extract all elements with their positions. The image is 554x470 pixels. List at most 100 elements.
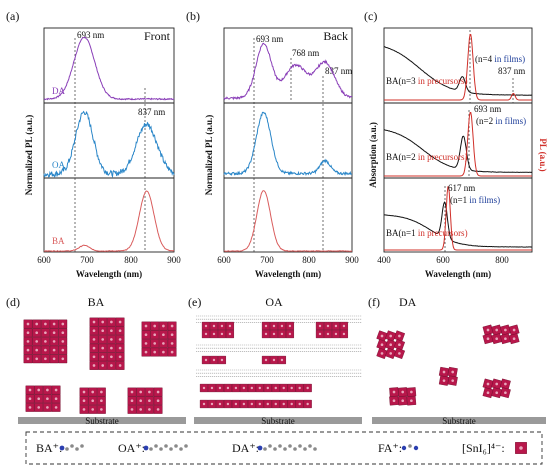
octahedron-center: [35, 357, 39, 361]
panel-f-title: DA: [399, 295, 417, 309]
panel-e-label: (e): [188, 295, 201, 309]
octahedron-center: [204, 332, 208, 336]
carbon-atom: [283, 447, 287, 451]
carbon-atom: [70, 444, 74, 448]
octahedron-center: [504, 328, 507, 332]
panel-a-xlabel: Wavelength (nm): [76, 269, 142, 279]
octahedron-center: [118, 320, 122, 324]
carbon-atom: [313, 447, 317, 451]
octahedron-center: [37, 406, 41, 409]
panel-a: (a) Normalized PL (a.u.) 693 nm 837 nm F…: [6, 9, 181, 279]
octahedron-center: [282, 386, 285, 390]
panel-b-label: (b): [186, 9, 200, 23]
panel-a-peak-693: 693 nm: [77, 30, 104, 40]
carbon-atom: [65, 447, 69, 451]
octahedron-center: [61, 340, 65, 343]
legend-octahedron-icon: [515, 442, 527, 454]
legend-da: DA⁺:: [232, 441, 259, 455]
octahedron-center: [342, 324, 346, 328]
octahedron-center: [258, 386, 262, 390]
panel-c-abs-trace-n2: [383, 129, 533, 173]
octahedron-center: [26, 357, 30, 361]
octahedron-center: [486, 328, 490, 332]
octahedron-center: [162, 342, 165, 345]
octahedron-center: [35, 348, 39, 352]
octahedron-center: [380, 334, 384, 338]
panel-b-ba-trace: [223, 190, 353, 252]
panel-c-row2-abs-label: BA(n=2 in precursors): [386, 152, 468, 162]
panel-c-xlabel: Wavelength (nm): [425, 269, 491, 279]
octahedron-center: [410, 399, 413, 403]
panel-f-substrate: [372, 417, 546, 424]
panel-a-label: (a): [6, 9, 19, 23]
octahedron-center: [61, 322, 65, 326]
panel-b-xtick-700: 700: [260, 255, 274, 265]
octahedron-center: [61, 331, 65, 335]
octahedron-center: [82, 399, 86, 403]
octahedron-center: [52, 322, 56, 326]
octahedron-center: [495, 382, 499, 386]
octahedron-center: [144, 350, 148, 354]
octahedron-center: [118, 329, 122, 333]
octahedron-center: [274, 402, 277, 406]
panel-c-abs-trace-n3: [383, 46, 533, 96]
octahedron-center: [144, 333, 148, 337]
octahedron-center: [389, 343, 393, 347]
octahedron-center: [228, 324, 232, 328]
panel-c-row3-abs-label: BA(n=1 in precursors): [386, 228, 468, 238]
octahedron-center: [290, 402, 293, 406]
octahedron-center: [234, 402, 238, 406]
octahedron-center: [44, 357, 47, 361]
octahedron-center: [258, 402, 262, 406]
octahedron-center: [398, 334, 401, 338]
octahedron-center: [52, 331, 56, 335]
octahedron-center: [266, 402, 270, 406]
panel-b-peak-768: 768 nm: [292, 48, 319, 58]
octahedron-center: [139, 408, 143, 411]
octahedron-center: [52, 340, 56, 343]
panel-c-abs-trace-n1: [384, 201, 533, 248]
octahedron-center: [46, 406, 49, 409]
octahedron-center: [92, 355, 96, 359]
octahedron-center: [28, 397, 32, 401]
octahedron-center: [170, 342, 174, 345]
carbon-atom: [159, 447, 163, 451]
octahedron-center: [61, 348, 65, 352]
octahedron-center: [204, 324, 208, 328]
carbon-atom: [80, 444, 84, 448]
octahedron-center: [118, 355, 122, 359]
octahedron-center: [250, 402, 254, 406]
octahedron-center: [101, 329, 105, 333]
carbon-atom: [288, 444, 292, 448]
carbon-atom: [75, 447, 79, 451]
octahedron-center: [92, 320, 96, 324]
octahedron-center: [100, 399, 103, 403]
octahedron-center: [101, 355, 105, 359]
octahedron-center: [101, 364, 105, 367]
octahedron-center: [44, 322, 47, 326]
panel-d-substrate-label: Substrate: [85, 416, 119, 426]
octahedron-center: [326, 332, 330, 336]
octahedron-center: [280, 324, 284, 328]
octahedron-center: [153, 342, 157, 345]
legend-box: [25, 431, 543, 465]
octahedron-center: [91, 408, 95, 411]
octahedron-center: [495, 337, 499, 341]
octahedron-center: [504, 337, 507, 341]
octahedron-center: [82, 408, 86, 411]
panel-b-xtick-800: 800: [302, 255, 316, 265]
octahedron-center: [226, 386, 230, 390]
octahedron-center: [139, 399, 143, 403]
octahedron-center: [202, 386, 206, 390]
octahedron-center: [35, 340, 39, 343]
octahedron-center: [442, 379, 446, 383]
panel-a-ba-trace: [43, 190, 175, 252]
octahedron-center: [26, 322, 30, 326]
panel-b-ylabel: Normalized PL (a.u.): [204, 115, 214, 196]
octahedron-center: [504, 382, 507, 386]
octahedron-center: [26, 331, 30, 335]
octahedron-center: [153, 333, 157, 337]
panel-d-title: BA: [88, 295, 105, 309]
octahedron-center: [101, 320, 105, 324]
octahedron-center: [495, 391, 499, 395]
